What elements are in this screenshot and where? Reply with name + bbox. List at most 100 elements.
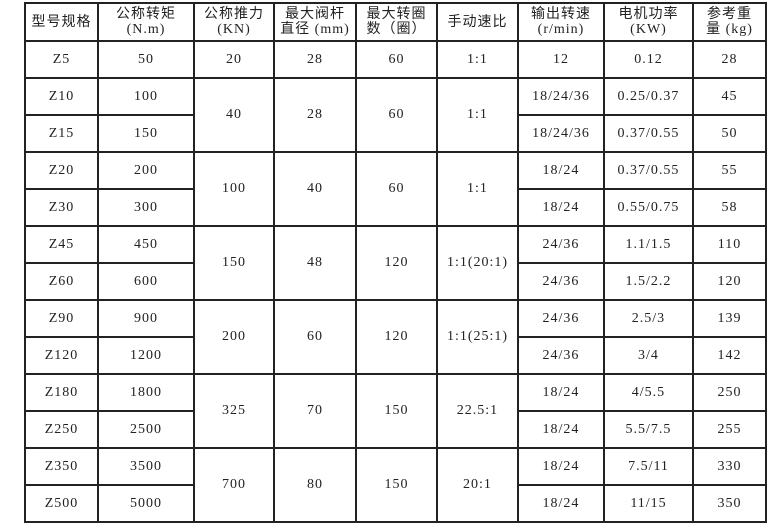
table-row: Z500 5000 18/24 11/15 350 [24,484,767,523]
header-line: 数（圈） [366,22,427,37]
cell-motor-power: 0.55/0.75 [603,188,694,227]
cell-weight: 255 [692,410,767,449]
header-line: 型号规格 [31,14,92,30]
cell-output-speed: 24/36 [517,299,605,338]
header-line: 电机功率 [618,7,679,22]
header-model: 型号规格 [24,2,99,42]
cell-output-speed: 18/24/36 [517,114,605,153]
header-line: (r/min) [537,22,585,37]
cell-weight: 330 [692,447,767,486]
header-line: (KN) [217,22,251,37]
cell-max-turns: 150 [355,447,438,523]
cell-manual-ratio: 1:1 [436,40,519,79]
cell-thrust: 200 [193,299,275,375]
cell-motor-power: 4/5.5 [603,373,694,412]
header-line: 公称推力 [204,7,264,22]
cell-stem-diameter: 60 [273,299,357,375]
cell-weight: 28 [692,40,767,79]
cell-output-speed: 18/24/36 [517,77,605,116]
cell-model: Z20 [24,151,99,190]
cell-thrust: 100 [193,151,275,227]
cell-max-turns: 60 [355,151,438,227]
cell-motor-power: 0.25/0.37 [603,77,694,116]
spec-table: 型号规格 公称转矩 (N.m) 公称推力 (KN) 最大阀杆 直径 (mm) 最大转圈 数（圈）… [24,2,767,523]
header-motor-power: 电机功率 (KW) [603,2,694,42]
cell-weight: 50 [692,114,767,153]
cell-output-speed: 18/24 [517,373,605,412]
header-line: 直径 (mm) [280,22,350,37]
cell-max-turns: 150 [355,373,438,449]
cell-stem-diameter: 28 [273,77,357,153]
table-row: Z45 450 150 48 120 1:1(20:1) 24/36 1.1/1.5 110 [24,225,767,301]
cell-model: Z45 [24,225,99,264]
cell-thrust: 40 [193,77,275,153]
cell-manual-ratio: 1:1(20:1) [436,225,519,301]
header-stem-diameter: 最大阀杆 直径 (mm) [273,2,357,42]
cell-motor-power: 0.37/0.55 [603,151,694,190]
cell-stem-diameter: 48 [273,225,357,301]
header-line: 最大阀杆 [285,7,345,22]
header-thrust: 公称推力 (KN) [193,2,275,42]
cell-stem-diameter: 80 [273,447,357,523]
cell-weight: 55 [692,151,767,190]
cell-model: Z250 [24,410,99,449]
cell-output-speed: 18/24 [517,151,605,190]
cell-manual-ratio: 22.5:1 [436,373,519,449]
cell-motor-power: 1.1/1.5 [603,225,694,264]
cell-motor-power: 0.37/0.55 [603,114,694,153]
cell-model: Z180 [24,373,99,412]
cell-torque: 1800 [97,373,195,412]
header-line: (KW) [630,22,667,37]
cell-output-speed: 24/36 [517,225,605,264]
cell-thrust: 325 [193,373,275,449]
header-line: (N.m) [126,22,166,37]
cell-output-speed: 18/24 [517,188,605,227]
table-row: Z250 2500 18/24 5.5/7.5 255 [24,410,767,449]
table-row: Z60 600 24/36 1.5/2.2 120 [24,262,767,301]
cell-torque: 150 [97,114,195,153]
table-row: Z15 150 18/24/36 0.37/0.55 50 [24,114,767,153]
header-torque: 公称转矩 (N.m) [97,2,195,42]
cell-torque: 2500 [97,410,195,449]
cell-output-speed: 24/36 [517,262,605,301]
cell-manual-ratio: 1:1(25:1) [436,299,519,375]
cell-torque: 200 [97,151,195,190]
cell-motor-power: 5.5/7.5 [603,410,694,449]
header-line: 公称转矩 [116,7,176,22]
cell-weight: 250 [692,373,767,412]
cell-motor-power: 2.5/3 [603,299,694,338]
cell-stem-diameter: 40 [273,151,357,227]
cell-max-turns: 60 [355,40,438,79]
cell-weight: 139 [692,299,767,338]
header-line: 输出转速 [531,7,591,22]
cell-thrust: 150 [193,225,275,301]
cell-model: Z5 [24,40,99,79]
cell-torque: 1200 [97,336,195,375]
header-line: 量 (kg) [706,22,753,37]
cell-motor-power: 0.12 [603,40,694,79]
cell-output-speed: 12 [517,40,605,79]
table-row: Z120 1200 24/36 3/4 142 [24,336,767,375]
cell-model: Z10 [24,77,99,116]
cell-stem-diameter: 28 [273,40,357,79]
cell-manual-ratio: 1:1 [436,77,519,153]
cell-torque: 900 [97,299,195,338]
cell-model: Z30 [24,188,99,227]
cell-torque: 3500 [97,447,195,486]
cell-model: Z120 [24,336,99,375]
cell-output-speed: 24/36 [517,336,605,375]
cell-max-turns: 120 [355,225,438,301]
header-weight: 参考重量 (kg) [692,2,767,42]
header-line: 参考重 [707,7,752,22]
cell-torque: 600 [97,262,195,301]
cell-thrust: 700 [193,447,275,523]
table-row: Z10 100 40 28 60 1:1 18/24/36 0.25/0.37 45 [24,77,767,153]
header-row: 型号规格 公称转矩 (N.m) 公称推力 (KN) 最大阀杆 直径 (mm) 最大转圈 数（圈）… [24,2,767,42]
cell-motor-power: 3/4 [603,336,694,375]
cell-manual-ratio: 1:1 [436,151,519,227]
cell-output-speed: 18/24 [517,484,605,523]
cell-max-turns: 60 [355,77,438,153]
cell-weight: 45 [692,77,767,116]
cell-motor-power: 11/15 [603,484,694,523]
cell-torque: 100 [97,77,195,116]
